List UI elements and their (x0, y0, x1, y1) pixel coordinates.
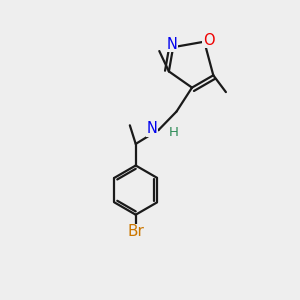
Text: O: O (203, 33, 214, 48)
Text: N: N (146, 121, 157, 136)
Text: N: N (166, 37, 177, 52)
Text: Br: Br (127, 224, 144, 239)
Text: H: H (168, 126, 178, 139)
